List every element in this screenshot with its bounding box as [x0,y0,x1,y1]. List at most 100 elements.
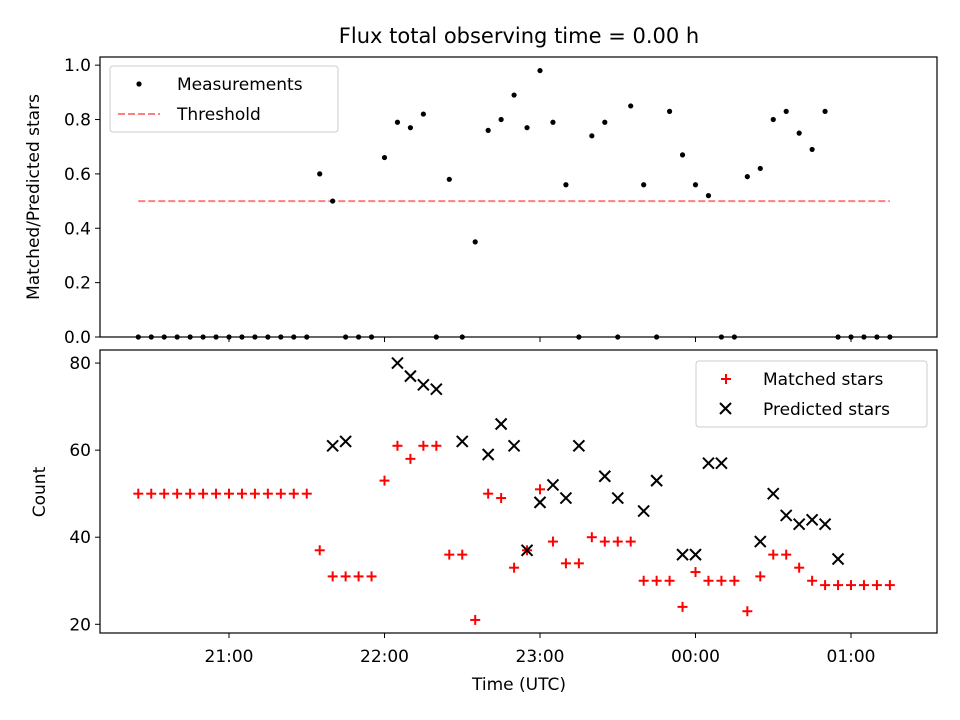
measurement-point [783,108,789,114]
predicted-star-point [417,378,430,392]
legend-measurements-marker [136,81,142,87]
matched-star-point [327,571,338,582]
x-axis-label: Time (UTC) [471,675,566,695]
matched-star-point [535,484,545,495]
matched-star-point [133,488,144,499]
bottom-panel: 20 40 60 80 21:00 22:00 23:00 00:00 01:00 Count… [30,349,938,695]
x-tick-label: 22:00 [360,647,409,667]
predicted-star-point [546,478,560,492]
measurement-point [381,154,388,161]
top-y-tick-label: 0.0 [64,328,91,348]
matched-star-point [858,580,869,591]
legend-measurements-label: Measurements [177,75,303,95]
predicted-star-mark-b [805,513,819,527]
measurement-point [602,119,608,125]
measurement-point [407,125,414,131]
matched-star-point [431,440,442,451]
matched-star-point [612,536,623,547]
matched-star-point [275,488,286,499]
matched-star-point [846,580,856,591]
predicted-star-point [754,535,767,548]
matched-star-point [249,488,260,499]
measurement-point [809,146,815,153]
matched-star-point [457,549,468,560]
predicted-star-mark-b [754,535,767,548]
matched-star-point [586,532,597,543]
chart-title: Flux total observing time = 0.00 h [339,24,699,48]
predicted-star-point [326,439,339,452]
measurement-point [537,67,543,74]
legend-threshold-label: Threshold [176,105,261,125]
bottom-x-axis: 21:00 22:00 23:00 00:00 01:00 [205,633,876,667]
predicted-star-mark-b [559,491,573,505]
predicted-star-mark-b [481,448,495,461]
measurement-point [705,193,712,199]
matched-star-point [262,488,273,499]
predicted-star-mark-b [417,378,430,392]
predicted-star-point [533,496,547,509]
x-tick-label: 21:00 [205,647,254,667]
predicted-star-point [780,509,793,522]
predicted-star-point [702,456,715,470]
predicted-star-point [715,456,728,470]
predicted-star-mark-b [430,382,443,396]
matched-star-point [871,580,882,591]
measurement-point [744,174,750,180]
bottom-legend-box [695,360,928,428]
matched-star-point [820,580,831,591]
matched-star-point [224,488,234,499]
measurement-point [511,92,517,98]
matched-star-point [340,571,351,582]
top-y-axis: 0.0 0.2 0.4 0.6 0.8 1.0 [64,56,100,348]
predicted-star-point [572,439,586,452]
predicted-star-point [559,491,573,505]
matched-star-point [781,549,792,560]
measurement-point [563,182,569,188]
top-y-tick-label: 0.4 [64,219,91,239]
predicted-star-mark-b [831,552,845,566]
predicted-star-mark-b [404,369,417,383]
legend-predicted-marker [719,402,732,415]
bottom-plot-frame [99,349,938,634]
predicted-star-mark-b [650,474,663,487]
measurement-point [446,176,452,182]
matched-star-point [444,549,455,560]
predicted-star-mark-b [533,496,547,509]
top-panel: 0.0 0.2 0.4 0.6 0.8 1.0 Matched/Predicted sta… [24,56,938,348]
matched-star-point [353,571,364,582]
matched-star-point [716,575,727,586]
measurement-point [589,133,595,139]
matched-star-point [768,549,779,560]
matched-star-point [560,558,571,569]
legend-predicted-label: Predicted stars [763,400,890,420]
legend-matched-marker [721,374,731,384]
bottom-y-axis: 20 40 60 80 [69,354,100,635]
predicted-star-point [494,417,508,431]
predicted-star-mark-b [780,509,793,522]
matched-star-point [599,536,610,547]
matched-star-point [159,488,170,499]
bottom-y-tick-label: 60 [69,441,91,461]
measurement-point [524,125,530,131]
predicted-star-mark-b [676,548,689,561]
matched-star-point [198,488,209,499]
predicted-star-point [404,369,417,383]
matched-star-point [211,488,222,499]
matched-star-point [483,488,494,499]
predicted-star-point [767,487,780,500]
measurement-point [822,108,828,114]
matched-star-point [146,488,157,499]
predicted-star-point [520,544,534,557]
matched-star-point [625,536,636,547]
x-tick-label: 23:00 [516,647,565,667]
predicted-star-mark-b [326,439,339,452]
matched-star-point [755,571,766,582]
matched-star-point [664,575,675,586]
measurement-point [692,182,699,188]
predicted-star-mark-b [598,470,611,483]
predicted-star-point [339,435,352,448]
predicted-star-mark-b [818,517,832,531]
matched-star-point [392,440,403,451]
matched-star-point [496,493,507,504]
